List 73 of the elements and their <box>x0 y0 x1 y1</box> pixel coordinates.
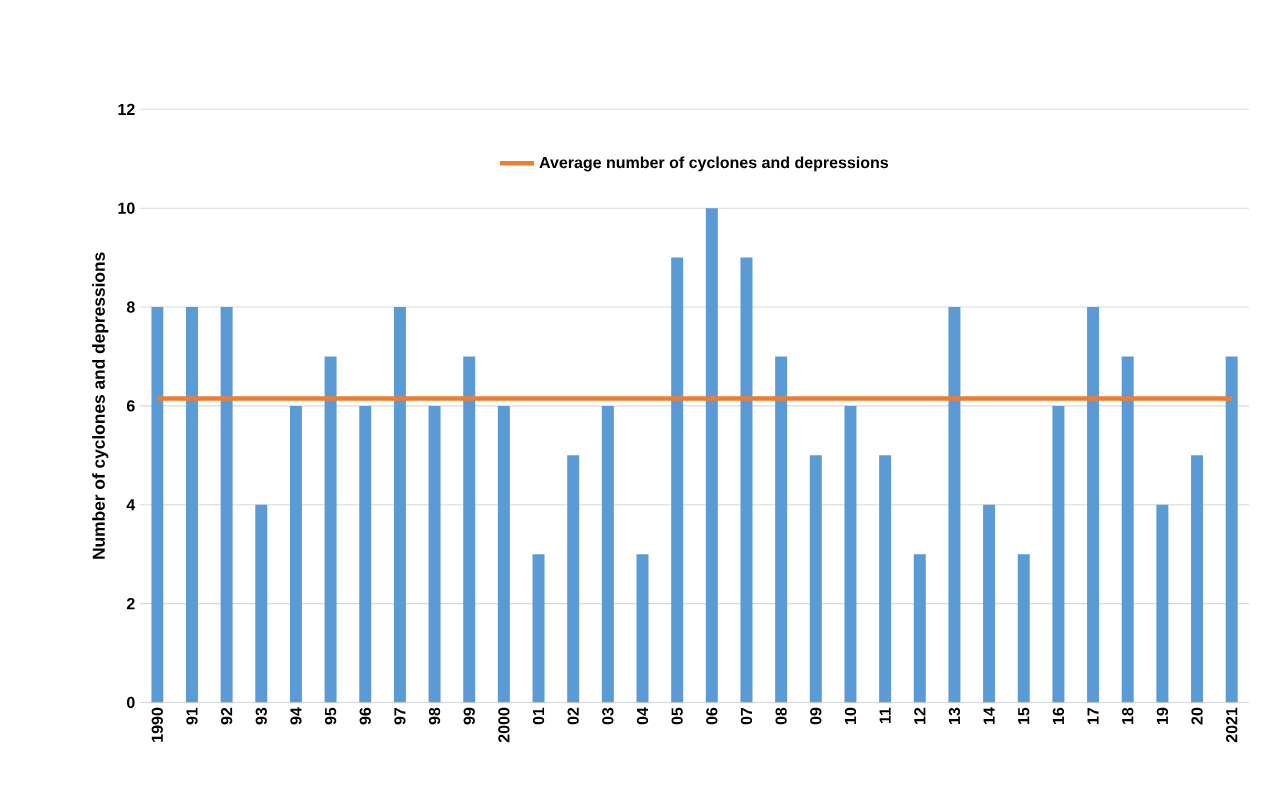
x-tick-label: 16 <box>1052 707 1065 724</box>
x-tick-label: 91 <box>186 707 198 725</box>
y-axis-title: Number of cyclones and depressions <box>92 252 109 559</box>
x-tick-label: 99 <box>463 707 475 725</box>
bar <box>809 455 822 703</box>
x-tick-label: 95 <box>324 707 337 725</box>
x-tick-label: 07 <box>740 707 753 725</box>
x-tick-label: 20 <box>1191 707 1203 725</box>
y-tick-label: 8 <box>126 301 135 313</box>
bar <box>775 356 788 703</box>
x-tick-label: 2000 <box>498 707 510 743</box>
y-tick-label: 2 <box>126 597 135 610</box>
bar <box>636 554 649 703</box>
x-tick-label: 97 <box>394 707 406 725</box>
x-tick-label: 1990 <box>151 707 163 742</box>
y-tick-label: 10 <box>118 202 135 214</box>
bar <box>1017 554 1030 703</box>
bar <box>497 405 510 703</box>
x-tick-label: 96 <box>359 707 371 725</box>
x-tick-label: 94 <box>290 707 302 725</box>
x-tick-label: 19 <box>1156 707 1169 724</box>
bar <box>220 306 233 703</box>
bar <box>151 306 164 703</box>
bar <box>567 455 580 703</box>
bar <box>532 554 545 703</box>
bar <box>359 405 372 703</box>
bar <box>428 405 441 703</box>
x-tick-label: 98 <box>428 707 441 725</box>
y-tick-label: 6 <box>126 400 135 412</box>
x-tick-label: 12 <box>914 707 926 724</box>
x-tick-label: 04 <box>636 707 649 725</box>
x-tick-label: 01 <box>532 707 545 725</box>
bar <box>185 306 198 703</box>
x-tick-label: 09 <box>810 707 822 725</box>
bar <box>1052 405 1065 703</box>
bar <box>324 356 337 703</box>
x-tick-label: 92 <box>220 707 233 725</box>
x-tick-label: 08 <box>775 707 787 725</box>
bar <box>289 405 302 703</box>
bar <box>255 504 268 703</box>
x-tick-label: 13 <box>948 707 961 724</box>
bar <box>1121 356 1134 703</box>
bar <box>879 455 892 703</box>
y-tick-label: 4 <box>126 499 136 511</box>
x-tick-label: 14 <box>983 707 995 724</box>
x-tick-label: 10 <box>844 707 857 724</box>
x-tick-label: 03 <box>602 707 614 725</box>
bar <box>601 405 614 703</box>
bar <box>983 504 996 703</box>
bar <box>463 356 476 703</box>
bar <box>671 257 684 703</box>
bar <box>705 208 718 703</box>
x-tick-label: 05 <box>671 707 683 725</box>
x-tick-label: 11 <box>879 707 891 724</box>
x-tick-label: 15 <box>1018 707 1030 724</box>
x-tick-label: 2021 <box>1226 707 1238 743</box>
y-tick-label: 0 <box>126 696 135 709</box>
x-tick-label: 18 <box>1122 707 1134 724</box>
bar <box>740 257 753 703</box>
bar <box>948 306 961 703</box>
y-tick-label: 12 <box>118 103 135 115</box>
legend-label: Average number of cyclones and depressions <box>539 156 889 172</box>
bar <box>393 306 406 703</box>
bar <box>844 405 857 703</box>
bar <box>1087 306 1100 703</box>
bar <box>1156 504 1169 703</box>
bar <box>913 554 926 703</box>
bar <box>1191 455 1204 703</box>
bar <box>1225 356 1238 703</box>
x-tick-label: 06 <box>706 707 718 725</box>
x-tick-label: 02 <box>567 707 579 725</box>
x-tick-label: 17 <box>1087 707 1099 724</box>
x-tick-label: 93 <box>255 707 267 725</box>
